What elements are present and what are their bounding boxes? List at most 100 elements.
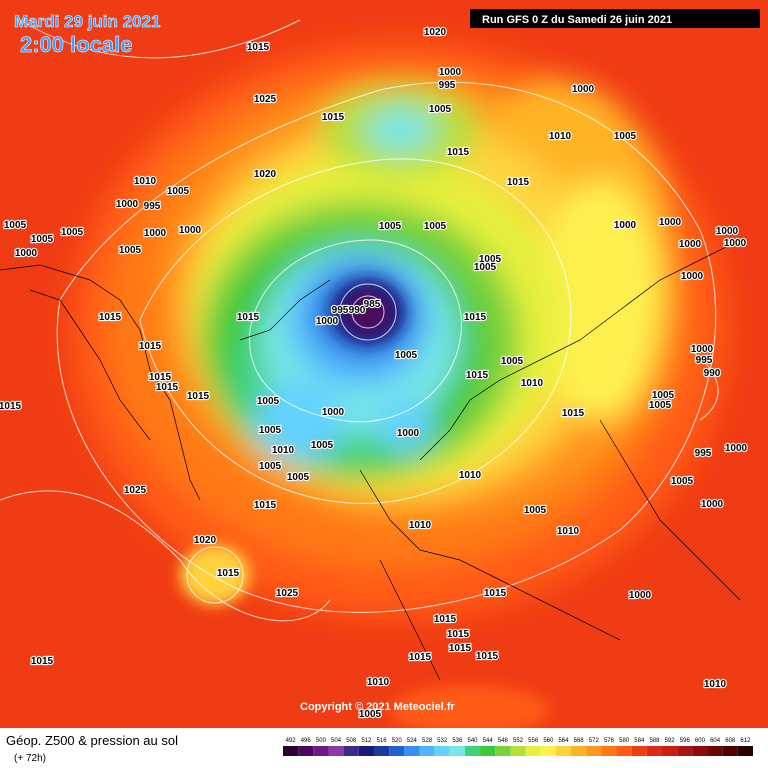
scale-label: 496 (301, 738, 312, 744)
scale-swatch (525, 746, 541, 756)
scale-label: 572 (589, 738, 600, 744)
scale-swatch (449, 746, 465, 756)
isobar-label: 1015 (322, 112, 345, 123)
isobar-label: 1015 (237, 312, 260, 323)
scale-label: 508 (346, 738, 357, 744)
scale-swatch (540, 746, 556, 756)
run: Run GFS 0 Z du Samedi 26 juin 2021 (482, 14, 672, 26)
scale-label: 540 (468, 738, 479, 744)
isobar-label: 1005 (259, 425, 282, 436)
scale-label: 532 (437, 738, 448, 744)
footer-lead: (+ 72h) (14, 753, 46, 764)
scale-swatch (646, 746, 663, 756)
isobar-label: 1005 (614, 131, 637, 142)
isobar-label: 1020 (254, 169, 277, 180)
scale-label: 500 (316, 738, 327, 744)
isobar-label: 1000 (614, 220, 637, 231)
scale-label: 592 (665, 738, 676, 744)
scale-label: 580 (619, 738, 630, 744)
scale-swatch (631, 746, 647, 756)
isobar-label: 1010 (704, 679, 727, 690)
isobar-label: 1010 (367, 677, 390, 688)
isobar-label: 1000 (397, 428, 420, 439)
isobar-label: 1000 (144, 228, 167, 239)
isobar-label: 1000 (116, 199, 139, 210)
isobar-label: 1005 (479, 254, 502, 265)
scale-swatch (692, 746, 708, 756)
scale-swatch (464, 746, 481, 756)
isobar-label: 1015 (254, 500, 277, 511)
time: 2:00 locale (20, 32, 133, 57)
scale-label: 564 (558, 738, 569, 744)
scale-swatch (343, 746, 359, 756)
scale-label: 552 (513, 738, 524, 744)
scale-swatch (555, 746, 572, 756)
isobar-label: 1005 (167, 186, 190, 197)
isobar-label: 1015 (31, 656, 54, 667)
isobar-label: 1015 (99, 312, 122, 323)
isobar-label: 1000 (681, 271, 704, 282)
scale-label: 536 (452, 738, 463, 744)
scale-label: 512 (361, 738, 372, 744)
isobar-label: 1015 (507, 177, 530, 188)
isobar-label: 1000 (629, 590, 652, 601)
scale-label: 568 (574, 738, 585, 744)
scale-swatch (737, 746, 753, 756)
isobar-label: 1005 (311, 440, 334, 451)
isobar-label: 1015 (139, 341, 162, 352)
isobar-label: 1025 (124, 485, 147, 496)
isobar-label: 1025 (276, 588, 299, 599)
date: Mardi 29 juin 2021 (14, 12, 160, 31)
isobar-label: 995 (332, 305, 349, 316)
isobar-label: 1005 (61, 227, 84, 238)
isobar-label: 1005 (31, 234, 54, 245)
scale-label: 520 (392, 738, 403, 744)
isobar-label: 1005 (379, 221, 402, 232)
isobar-label: 1000 (572, 84, 595, 95)
scale-swatch (358, 746, 374, 756)
scale-swatch (283, 746, 299, 756)
scale-label: 600 (695, 738, 706, 744)
isobar-label: 1000 (439, 67, 462, 78)
isobar-label: 1015 (187, 391, 210, 402)
scale-swatch (616, 746, 632, 756)
isobar-label: 1005 (671, 476, 694, 487)
scale-label: 492 (286, 738, 297, 744)
isobar-label: 1000 (679, 239, 702, 250)
isobar-label: 995 (439, 80, 456, 91)
scale-label: 604 (710, 738, 721, 744)
isobar-label: 1000 (725, 443, 748, 454)
isobar-label: 1015 (464, 312, 487, 323)
scale-swatch (389, 746, 405, 756)
scale-label: 596 (680, 738, 691, 744)
isobar-label: 1005 (259, 461, 282, 472)
scale-label: 504 (331, 738, 342, 744)
isobar-label: 1015 (449, 643, 472, 654)
scale-label: 528 (422, 738, 433, 744)
scale-label: 524 (407, 738, 418, 744)
isobar-label: 1000 (724, 238, 747, 249)
scale-swatch (662, 746, 678, 756)
scale-label: 516 (377, 738, 388, 744)
isobar-label: 1000 (691, 344, 714, 355)
isobar-label: 1005 (424, 221, 447, 232)
isobar-label: 1010 (549, 131, 572, 142)
isobar-labels: 1020 1015 1000 995 1000 1025 1015 1005 1010 1005 1… (0, 26, 749, 721)
isobar-label: 1000 (179, 225, 202, 236)
isobar-label: 1015 (409, 652, 432, 663)
scale-swatch (404, 746, 420, 756)
scale-swatch (707, 746, 723, 756)
isobar-label: 1005 (501, 356, 524, 367)
isobar-label: 990 (349, 305, 366, 316)
scale-label: 588 (649, 738, 660, 744)
isobar-label: 1000 (659, 217, 682, 228)
isobar-label: 1015 (476, 651, 499, 662)
isobar-label: 1015 (149, 372, 172, 383)
scale-label: 576 (604, 738, 615, 744)
isobar-label: 1015 (447, 629, 470, 640)
isobar-label: 1015 (247, 42, 270, 53)
scale-swatch (601, 746, 617, 756)
isobar-label: 1000 (15, 248, 38, 259)
